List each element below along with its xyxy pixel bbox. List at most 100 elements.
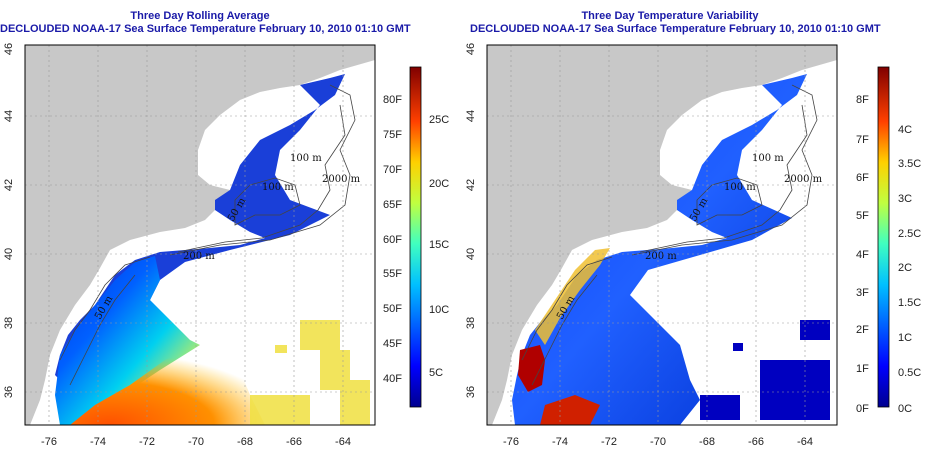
panel1-cb-label-f: 70F [383, 164, 402, 176]
panel2-x-tick: -66 [748, 436, 764, 448]
panel2-colorbar-celsius: 4C 3.5C 3C 2.5C 2C 1.5C 1C 0.5C 0C [898, 124, 921, 415]
panel2-cb-label-c: 4C [898, 124, 912, 136]
panel2-cb-label-c: 1C [898, 332, 912, 344]
panel1-x-tick: -76 [41, 436, 57, 448]
panel2-cb-label-f: 0F [856, 403, 869, 415]
panel1-colorbar-celsius: 25C 20C 15C 10C 5C [429, 114, 449, 379]
panel2-bathymetry [521, 84, 818, 386]
panel2-high-variability [535, 248, 610, 345]
panel2-x-axis: -76 -74 -72 -70 -68 -66 -64 [503, 436, 813, 448]
panel1-cb-label-c: 10C [429, 304, 449, 316]
panel2-cb-label-c: 0C [898, 403, 912, 415]
panel1-x-tick: -70 [188, 436, 204, 448]
panel1-title-line2: DECLOUDED NOAA-17 Sea Surface Temperatur… [0, 23, 411, 35]
panel2-title: Three Day Temperature Variability DECLOU… [470, 10, 881, 36]
panel2-x-tick: -76 [503, 436, 519, 448]
panel1-x-tick: -66 [286, 436, 302, 448]
panel1-depth-label: 100 m [290, 153, 322, 164]
panel2-depth-label: 2000 m [784, 174, 823, 185]
panel1-y-tick: 36 [3, 386, 15, 398]
panel1-warm-patches [250, 320, 370, 425]
panel2-land [487, 45, 837, 425]
panel1-title: Three Day Rolling Average DECLOUDED NOAA… [0, 10, 411, 36]
panel2-x-tick: -70 [650, 436, 666, 448]
panel2-cb-label-c: 2.5C [898, 228, 921, 240]
panel2-depth-label: 200 m [645, 251, 677, 262]
panel1-cb-label-f: 55F [383, 268, 402, 280]
panel2-cb-label-f: 2F [856, 324, 869, 336]
panel1-cb-label-f: 75F [383, 129, 402, 141]
panel1-x-tick: -68 [237, 436, 253, 448]
panel2-y-tick: 40 [465, 248, 477, 260]
panel2-cb-label-f: 1F [856, 363, 869, 375]
panel2-cb-label-f: 6F [856, 172, 869, 184]
panel1-x-tick: -64 [335, 436, 351, 448]
panel2-cb-label-c: 1.5C [898, 297, 921, 309]
panel1-y-tick: 46 [3, 43, 15, 55]
panel2-depth-label: 100 m [724, 182, 756, 193]
panel2-cb-label-c: 0.5C [898, 367, 921, 379]
panel1-y-tick: 42 [3, 179, 15, 191]
panel1-shelf-water [55, 256, 200, 425]
panel2-cb-label-f: 8F [856, 94, 869, 106]
panel2-cb-label-c: 2C [898, 262, 912, 274]
panel1-bathymetry [59, 84, 356, 386]
panel1-cb-label-f: 65F [383, 199, 402, 211]
panel2-hotspot [518, 345, 545, 392]
panel2-y-tick: 46 [465, 43, 477, 55]
panel2-title-line2: DECLOUDED NOAA-17 Sea Surface Temperatur… [470, 23, 881, 35]
panel1-grid [25, 45, 375, 425]
panel2-y-tick: 36 [465, 386, 477, 398]
panel1-gulf-stream [70, 345, 265, 425]
panel2-y-tick: 44 [465, 110, 477, 122]
panel2-grid [487, 45, 837, 425]
panel2-y-tick: 42 [465, 179, 477, 191]
panel2-frame [486, 44, 838, 426]
panel2-speckle [700, 320, 830, 420]
panel2-map: 100 m 100 m 2000 m 50 m 200 m 50 m [487, 45, 837, 425]
panel2-cb-label-f: 4F [856, 249, 869, 261]
panel1-map: 100 m 100 m 2000 m 50 m 200 m 50 m [25, 45, 375, 425]
panel2-hotspot [540, 395, 600, 425]
panel1-depth-label: 100 m [262, 182, 294, 193]
panel1-frame [24, 44, 376, 426]
panel2-colorbar-fahrenheit: 8F 7F 6F 5F 4F 3F 2F 1F 0F [856, 94, 869, 415]
panel2-cb-label-f: 3F [856, 287, 869, 299]
panel2-colorbar [877, 66, 890, 408]
panel1-cb-label-c: 25C [429, 114, 449, 126]
panel1-colorbar [409, 66, 422, 408]
panel1-land [25, 45, 375, 425]
panel1-cb-label-f: 80F [383, 94, 402, 106]
panel2-title-line1: Three Day Temperature Variability [581, 10, 759, 22]
panel1-colorbar-fahrenheit: 80F 75F 70F 65F 60F 55F 50F 45F 40F [383, 94, 402, 385]
panel2-cb-label-c: 3.5C [898, 158, 921, 170]
panel1-x-tick: -74 [90, 436, 106, 448]
panel2-cb-label-c: 3C [898, 193, 912, 205]
panel2-cb-label-f: 5F [856, 210, 869, 222]
panel1-depth-label: 200 m [183, 251, 215, 262]
panel1-cb-label-f: 45F [383, 338, 402, 350]
panel1-cb-label-f: 60F [383, 234, 402, 246]
panel2-y-tick: 38 [465, 317, 477, 329]
panel1-y-tick: 40 [3, 248, 15, 260]
panel2-cb-label-f: 7F [856, 134, 869, 146]
panel1-cb-label-c: 15C [429, 239, 449, 251]
panel2-x-tick: -64 [797, 436, 813, 448]
panel2-x-tick: -68 [699, 436, 715, 448]
panel1-x-axis: -76 -74 -72 -70 -68 -66 -64 [41, 436, 351, 448]
panel2-x-tick: -74 [552, 436, 568, 448]
panel1-y-axis: 36 38 40 42 44 46 [3, 43, 15, 398]
panel1-cb-label-f: 50F [383, 303, 402, 315]
panel1-depth-label: 2000 m [322, 174, 361, 185]
panel1-cb-label-c: 20C [429, 178, 449, 190]
panel2-depth-label: 100 m [752, 153, 784, 164]
panel1-cb-label-c: 5C [429, 367, 443, 379]
panel2-y-axis: 36 38 40 42 44 46 [465, 43, 477, 398]
panel1-x-tick: -72 [139, 436, 155, 448]
panel1-y-tick: 44 [3, 110, 15, 122]
panel1-title-line1: Three Day Rolling Average [130, 10, 270, 22]
panel2-x-tick: -72 [601, 436, 617, 448]
panel1-cb-label-f: 40F [383, 373, 402, 385]
panel1-y-tick: 38 [3, 317, 15, 329]
